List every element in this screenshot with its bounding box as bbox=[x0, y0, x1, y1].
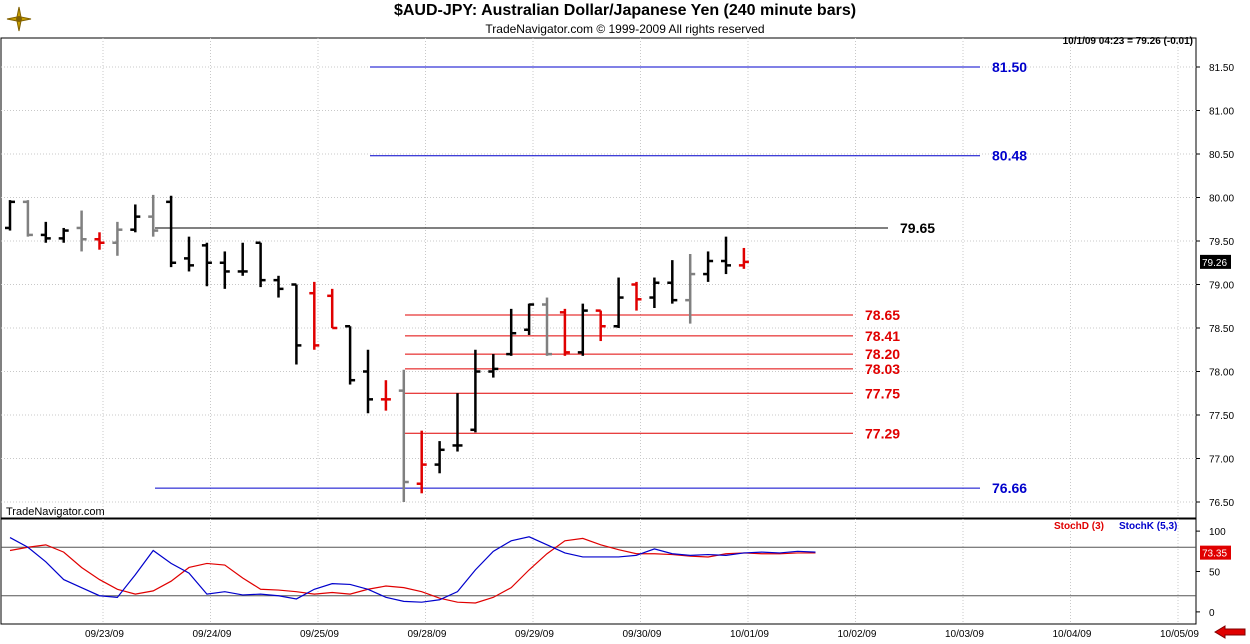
stoch-y-tick-label: 100 bbox=[1209, 527, 1226, 538]
level-label: 78.20 bbox=[865, 346, 900, 362]
ohlc-bar bbox=[667, 260, 678, 304]
x-tick-label: 10/02/09 bbox=[838, 629, 877, 640]
ohlc-bar bbox=[738, 247, 749, 269]
watermark: TradeNavigator.com bbox=[6, 506, 105, 518]
x-tick-label: 10/04/09 bbox=[1053, 629, 1092, 640]
ohlc-bar bbox=[327, 288, 338, 330]
ohlc-bar bbox=[40, 221, 51, 243]
ohlc-bar bbox=[542, 297, 552, 356]
stoch-value-label: 73.35 bbox=[1202, 549, 1227, 560]
ohlc-bar bbox=[631, 281, 642, 311]
y-tick-label: 80.50 bbox=[1209, 150, 1234, 161]
ohlc-bar bbox=[363, 349, 373, 414]
level-label: 77.29 bbox=[865, 425, 900, 441]
stoch-series-line bbox=[9, 536, 816, 603]
stoch-y-tick-label: 0 bbox=[1209, 608, 1215, 619]
x-tick-label: 09/30/09 bbox=[623, 629, 662, 640]
x-tick-label: 09/28/09 bbox=[408, 629, 447, 640]
ohlc-bar bbox=[524, 303, 535, 335]
level-label: 78.41 bbox=[865, 328, 900, 344]
legend-stochd: StochD (3) bbox=[1054, 521, 1104, 532]
y-tick-label: 81.50 bbox=[1209, 63, 1234, 74]
level-label: 76.66 bbox=[992, 480, 1027, 496]
ohlc-bar bbox=[219, 251, 230, 289]
level-label: 79.65 bbox=[900, 220, 935, 236]
ohlc-bar bbox=[703, 251, 714, 282]
last-quote: 10/1/09 04:23 = 79.26 (-0.01) bbox=[1062, 36, 1193, 47]
ohlc-bar bbox=[649, 277, 660, 308]
ohlc-bar bbox=[488, 354, 499, 378]
ohlc-bar bbox=[94, 232, 105, 250]
ohlc-bar bbox=[255, 241, 266, 288]
stoch-panel bbox=[0, 518, 1197, 625]
chart-title: $AUD-JPY: Australian Dollar/Japanese Yen… bbox=[393, 2, 857, 19]
level-label: 78.03 bbox=[865, 361, 900, 377]
ohlc-bar bbox=[721, 236, 731, 275]
trade-navigator-logo-icon[interactable] bbox=[4, 4, 34, 39]
ohlc-bar bbox=[22, 200, 33, 237]
copyright-subtitle: TradeNavigator.com © 1999-2009 All right… bbox=[485, 22, 765, 36]
ohlc-bar bbox=[613, 277, 624, 328]
ohlc-bar bbox=[130, 204, 141, 233]
ohlc-bar bbox=[76, 210, 87, 252]
ohlc-bar bbox=[291, 283, 302, 365]
level-label: 80.48 bbox=[992, 148, 1027, 164]
y-tick-label: 77.50 bbox=[1209, 411, 1234, 422]
scroll-left-arrow-icon[interactable] bbox=[1213, 625, 1247, 644]
ohlc-bar bbox=[506, 308, 517, 356]
x-tick-label: 09/29/09 bbox=[515, 629, 554, 640]
ohlc-bar bbox=[309, 281, 320, 350]
ohlc-bar bbox=[184, 236, 194, 272]
ohlc-bar bbox=[273, 275, 284, 298]
stoch-series-line bbox=[9, 537, 816, 604]
y-tick-label: 80.00 bbox=[1209, 194, 1234, 205]
y-tick-label: 79.50 bbox=[1209, 237, 1234, 248]
stoch-value-badge bbox=[1200, 545, 1231, 560]
ohlc-bar bbox=[58, 227, 69, 243]
level-label: 78.65 bbox=[865, 307, 900, 323]
x-tick-label: 09/23/09 bbox=[85, 629, 124, 640]
level-label: 81.50 bbox=[992, 59, 1027, 75]
ohlc-bar bbox=[595, 309, 606, 342]
ohlc-bar bbox=[345, 325, 356, 385]
last-price-label: 79.26 bbox=[1202, 258, 1227, 269]
ohlc-bar bbox=[112, 221, 123, 256]
y-tick-label: 79.00 bbox=[1209, 281, 1234, 292]
last-price-badge bbox=[1200, 254, 1231, 269]
ohlc-bar bbox=[380, 380, 391, 411]
y-tick-label: 77.00 bbox=[1209, 455, 1234, 466]
ohlc-bar bbox=[201, 242, 212, 287]
ohlc-bar bbox=[577, 303, 588, 356]
ohlc-bar bbox=[470, 349, 481, 433]
ohlc-bar bbox=[237, 242, 248, 276]
ohlc-bar bbox=[166, 195, 177, 268]
ohlc-bar bbox=[398, 369, 409, 502]
y-tick-label: 78.00 bbox=[1209, 368, 1234, 379]
ohlc-bar bbox=[452, 393, 463, 452]
ohlc-bar bbox=[5, 200, 15, 231]
price-panel bbox=[0, 37, 1197, 519]
level-label: 77.75 bbox=[865, 385, 900, 401]
ohlc-bar bbox=[148, 194, 159, 237]
x-tick-label: 09/25/09 bbox=[300, 629, 339, 640]
ohlc-bar bbox=[416, 430, 427, 494]
x-tick-label: 10/01/09 bbox=[730, 629, 769, 640]
y-tick-label: 81.00 bbox=[1209, 107, 1234, 118]
ohlc-bar bbox=[434, 441, 445, 474]
y-tick-label: 78.50 bbox=[1209, 324, 1234, 335]
stoch-y-tick-label: 50 bbox=[1209, 568, 1221, 579]
x-tick-label: 10/03/09 bbox=[945, 629, 984, 640]
legend-stochk: StochK (5,3) bbox=[1119, 521, 1178, 532]
x-tick-label: 10/05/09 bbox=[1160, 629, 1199, 640]
ohlc-bar bbox=[685, 254, 696, 324]
y-tick-label: 76.50 bbox=[1209, 498, 1234, 509]
ohlc-bar bbox=[559, 308, 570, 356]
x-tick-label: 09/24/09 bbox=[193, 629, 232, 640]
